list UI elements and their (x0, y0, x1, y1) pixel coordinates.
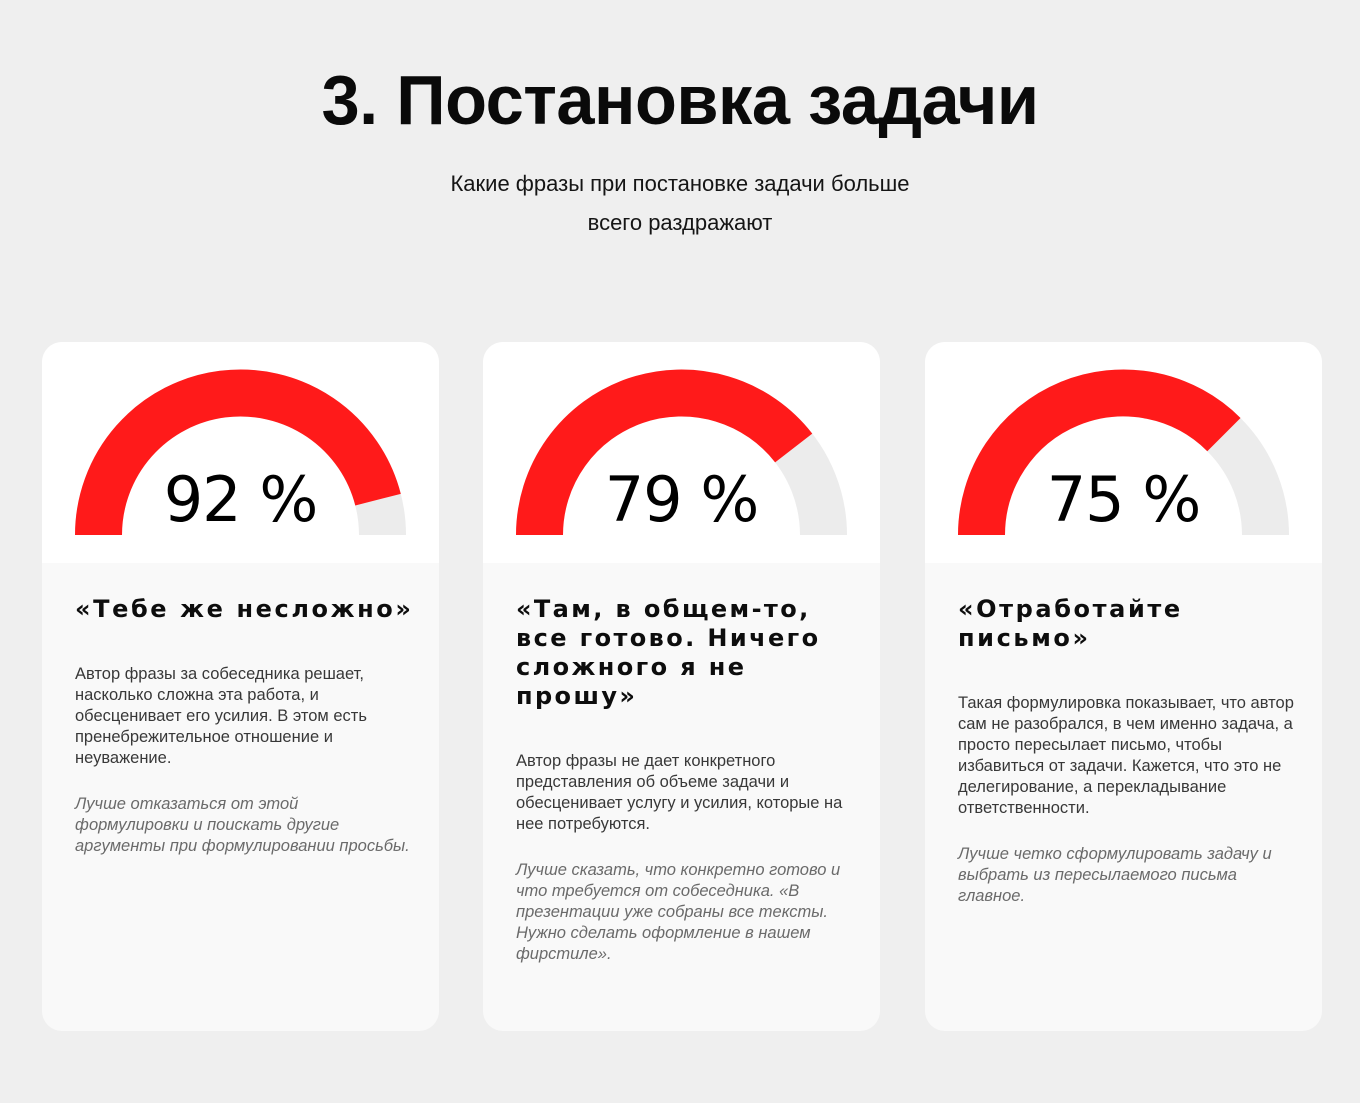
quote-description: Автор фразы не дает конкретного представ… (516, 752, 843, 833)
quote-title: «Тебе же несложно» (75, 595, 414, 623)
card-body: «Там, в общем-то, все готово. Ничего сло… (516, 595, 856, 965)
gauge-fill (516, 369, 813, 536)
gauge-fill (75, 369, 401, 536)
subtitle-line-2: всего раздражают (587, 210, 773, 235)
gauge-percent: 92 % (163, 463, 319, 536)
quote-advice: Лучше четко сформулировать задачу и выбр… (958, 845, 1272, 905)
gauge-fill (958, 369, 1241, 536)
stat-card: 75 % «Отработайте письмо» Такая формулир… (925, 342, 1322, 1031)
gauge-percent: 75 % (1046, 463, 1202, 536)
gauge-percent: 79 % (604, 463, 760, 536)
subtitle-line-1: Какие фразы при постановке задачи больше (450, 171, 910, 196)
gauge-area: 75 % (925, 342, 1322, 563)
page-subtitle: Какие фразы при постановке задачи больше… (390, 164, 970, 242)
quote-title: «Там, в общем-то, все готово. Ничего сло… (516, 595, 821, 710)
stat-card: 79 % «Там, в общем-то, все готово. Ничег… (483, 342, 880, 1031)
page-title: 3. Постановка задачи (321, 61, 1039, 139)
gauge-chart (516, 369, 847, 536)
quote-description: Такая формулировка показывает, что автор… (958, 694, 1294, 817)
gauge-chart (958, 369, 1289, 536)
gauge-area: 79 % (483, 342, 880, 563)
card-body: «Отработайте письмо» Такая формулировка … (958, 595, 1298, 907)
stat-card: 92 % «Тебе же несложно» Автор фразы за с… (42, 342, 439, 1031)
quote-description: Автор фразы за собеседника решает, наско… (75, 665, 367, 767)
card-body: «Тебе же несложно» Автор фразы за собесе… (75, 595, 415, 857)
gauge-chart (75, 369, 406, 536)
quote-title: «Отработайте письмо» (958, 595, 1183, 652)
quote-advice: Лучше сказать, что конкретно готово и чт… (516, 861, 841, 963)
quote-advice: Лучше отказаться от этой формулировки и … (75, 795, 410, 855)
gauge-area: 92 % (42, 342, 439, 563)
